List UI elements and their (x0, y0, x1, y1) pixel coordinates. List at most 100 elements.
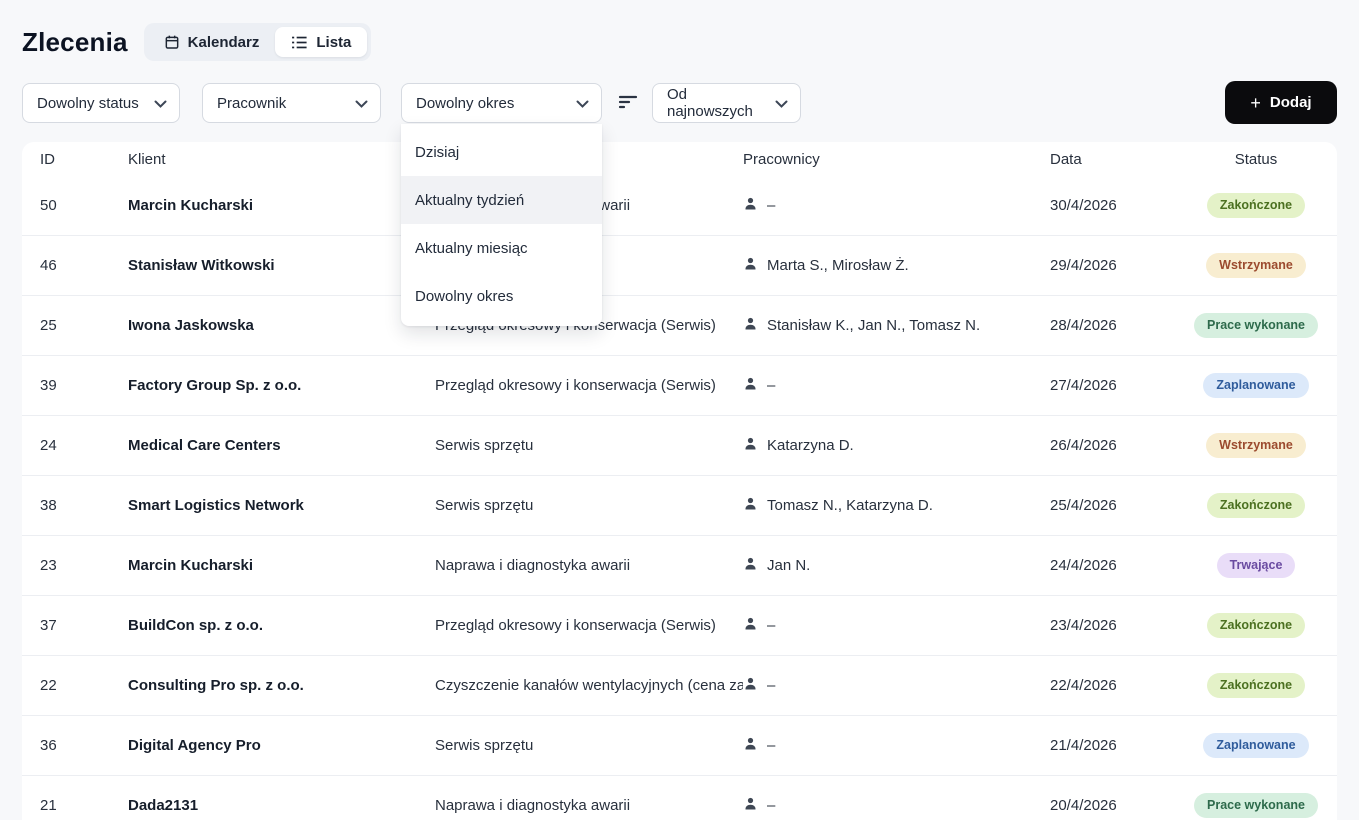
person-icon (743, 496, 758, 515)
order-service: Serwis sprzętu (435, 737, 534, 754)
table-row[interactable]: 24 Medical Care Centers Serwis sprzętu K… (22, 416, 1337, 476)
order-status: Zaplanowane (1175, 732, 1337, 759)
table-body: 50 Marcin Kucharski Naprawa i diagnostyk… (22, 176, 1337, 820)
status-badge: Zakończone (1206, 612, 1306, 639)
orders-table: ID Klient Pracownicy Data Status 50 Marc… (22, 142, 1337, 820)
order-employees-text: – (767, 737, 776, 754)
status-filter-select[interactable]: Dowolny status (22, 83, 180, 123)
period-filter-value: Dowolny okres (416, 94, 515, 112)
order-employees: – (743, 736, 1050, 755)
period-filter-select[interactable]: Dowolny okres (401, 83, 602, 123)
tab-kalendarz[interactable]: Kalendarz (148, 27, 276, 57)
order-client: Dada2131 (128, 797, 199, 814)
order-client: Consulting Pro sp. z o.o. (128, 677, 304, 694)
order-client: Digital Agency Pro (128, 737, 261, 754)
table-row[interactable]: 23 Marcin Kucharski Naprawa i diagnostyk… (22, 536, 1337, 596)
tab-lista-label: Lista (316, 33, 352, 51)
order-id: 46 (40, 257, 57, 274)
order-date: 30/4/2026 (1050, 197, 1117, 214)
calendar-icon (164, 34, 180, 50)
status-badge: Trwające (1216, 552, 1296, 579)
person-icon (743, 616, 758, 635)
order-id: 37 (40, 617, 57, 634)
column-header-klient: Klient (128, 150, 166, 168)
order-status: Zakończone (1175, 612, 1337, 639)
order-date: 24/4/2026 (1050, 557, 1117, 574)
order-service: Serwis sprzętu (435, 437, 534, 454)
order-service: Naprawa i diagnostyka awarii (435, 797, 631, 814)
order-date: 29/4/2026 (1050, 257, 1117, 274)
order-employees-text: – (767, 197, 776, 214)
person-icon (743, 316, 758, 335)
person-icon (743, 256, 758, 275)
table-header-row: ID Klient Pracownicy Data Status (22, 142, 1337, 176)
employee-filter-select[interactable]: Pracownik (202, 83, 381, 123)
order-client: Smart Logistics Network (128, 497, 304, 514)
chevron-down-icon (154, 95, 167, 112)
order-service: Serwis sprzętu (435, 497, 534, 514)
period-dropdown-option[interactable]: Aktualny miesiąc (415, 239, 528, 257)
order-status: Prace wykonane (1175, 792, 1337, 819)
order-status: Wstrzymane (1175, 252, 1337, 279)
order-id: 50 (40, 197, 57, 214)
chevron-down-icon (576, 95, 589, 112)
status-badge: Prace wykonane (1194, 312, 1318, 339)
column-header-pracownicy: Pracownicy (743, 150, 820, 168)
person-icon (743, 436, 758, 455)
status-filter-value: Dowolny status (37, 94, 139, 112)
table-row[interactable]: 21 Dada2131 Naprawa i diagnostyka awarii… (22, 776, 1337, 820)
add-button[interactable]: + Dodaj (1225, 81, 1337, 124)
table-row[interactable]: 50 Marcin Kucharski Naprawa i diagnostyk… (22, 176, 1337, 236)
table-row[interactable]: 25 Iwona Jaskowska Przegląd okresowy i k… (22, 296, 1337, 356)
filter-bar: Dowolny status Pracownik Dowolny okres O… (0, 81, 1359, 124)
order-client: BuildCon sp. z o.o. (128, 617, 263, 634)
person-icon (743, 736, 758, 755)
table-row[interactable]: 22 Consulting Pro sp. z o.o. Czyszczenie… (22, 656, 1337, 716)
order-employees: – (743, 616, 1050, 635)
order-employees: – (743, 796, 1050, 815)
order-employees: Jan N. (743, 556, 1050, 575)
order-id: 22 (40, 677, 57, 694)
order-date: 20/4/2026 (1050, 797, 1117, 814)
order-employees-text: Katarzyna D. (767, 437, 854, 454)
sort-order-select[interactable]: Od najnowszych (652, 83, 801, 123)
order-employees-text: – (767, 677, 776, 694)
order-date: 26/4/2026 (1050, 437, 1117, 454)
tab-lista[interactable]: Lista (275, 27, 368, 57)
person-icon (743, 196, 758, 215)
status-badge: Zaplanowane (1203, 372, 1309, 399)
period-dropdown-option[interactable]: Dzisiaj (415, 143, 460, 161)
person-icon (743, 556, 758, 575)
period-dropdown-option[interactable]: Aktualny tydzień (401, 176, 602, 224)
person-icon (743, 376, 758, 395)
chevron-down-icon (775, 95, 788, 112)
order-service: Przegląd okresowy i konserwacja (Serwis) (435, 617, 716, 634)
plus-icon: + (1250, 92, 1261, 113)
status-badge: Zakończone (1206, 672, 1306, 699)
sort-order-value: Od najnowszych (667, 86, 753, 120)
order-id: 38 (40, 497, 57, 514)
order-date: 25/4/2026 (1050, 497, 1117, 514)
order-id: 25 (40, 317, 57, 334)
table-row[interactable]: 37 BuildCon sp. z o.o. Przegląd okresowy… (22, 596, 1337, 656)
sort-direction-button[interactable] (614, 91, 642, 115)
order-employees: Marta S., Mirosław Ż. (743, 256, 1050, 275)
order-id: 24 (40, 437, 57, 454)
table-row[interactable]: 46 Stanisław Witkowski Marta S., Mirosła… (22, 236, 1337, 296)
order-employees-text: Marta S., Mirosław Ż. (767, 257, 909, 274)
order-status: Prace wykonane (1175, 312, 1337, 339)
order-client: Stanisław Witkowski (128, 257, 275, 274)
period-dropdown-option[interactable]: Dowolny okres (415, 287, 514, 305)
person-icon (743, 676, 758, 695)
table-row[interactable]: 38 Smart Logistics Network Serwis sprzęt… (22, 476, 1337, 536)
column-header-status: Status (1234, 150, 1278, 168)
status-badge: Prace wykonane (1194, 792, 1318, 819)
order-service: Czyszczenie kanałów wentylacyjnych (cena… (435, 677, 743, 694)
table-row[interactable]: 36 Digital Agency Pro Serwis sprzętu – 2… (22, 716, 1337, 776)
order-employees-text: – (767, 617, 776, 634)
column-header-id: ID (40, 150, 55, 168)
order-status: Zakończone (1175, 672, 1337, 699)
period-dropdown-menu: Dzisiaj Aktualny tydzień Aktualny miesią… (401, 124, 602, 326)
table-row[interactable]: 39 Factory Group Sp. z o.o. Przegląd okr… (22, 356, 1337, 416)
status-badge: Zaplanowane (1203, 732, 1309, 759)
